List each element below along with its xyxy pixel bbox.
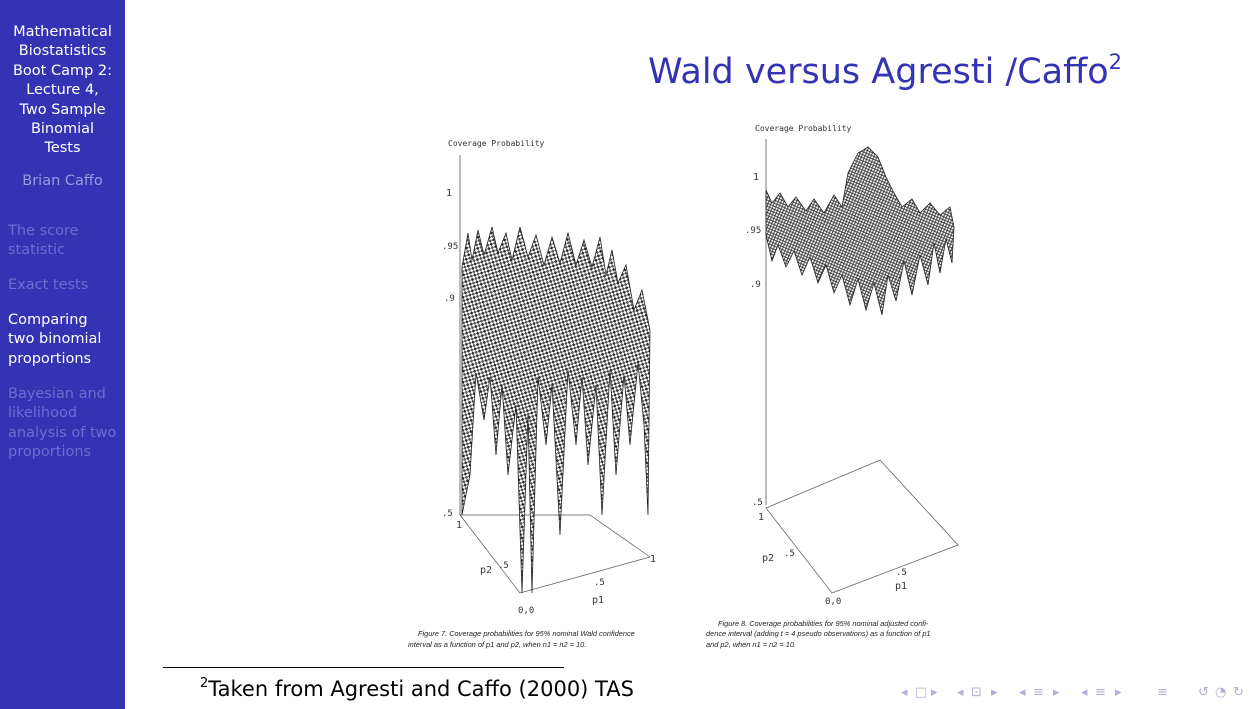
right-tick-09: .9: [750, 280, 761, 290]
nav-next-frame-icon[interactable]: ▸: [991, 685, 998, 700]
right-tick-095: .95: [745, 226, 761, 236]
sidebar-item-label: two binomial: [8, 331, 102, 348]
right-origin-label: 0,0: [825, 597, 841, 607]
beamer-navigation-bar: ◂ □ ▸ ◂ ⊡ ▸ ◂ ≡ ▸ ◂ ≡ ▸ ≡ ↺ ◔ ↻: [895, 684, 1255, 702]
left-origin-label: 0,0: [518, 606, 534, 616]
right-tick-1: 1: [753, 172, 759, 183]
left-tick-095: .95: [442, 242, 458, 252]
left-caption-line: Figure 7. Coverage probabilities for 95%…: [418, 629, 635, 638]
left-tick-p1-half: .5: [594, 578, 605, 588]
nav-forward-icon[interactable]: ↻: [1233, 685, 1244, 700]
footnote-rule: [163, 667, 564, 668]
right-base-plane: [765, 459, 959, 594]
slide-title: Wald versus Agresti /Caffo2: [648, 50, 1122, 92]
left-caption-line: interval as a function of p1 and p2, whe…: [408, 640, 586, 649]
left-tick-p2-half: .5: [498, 561, 509, 571]
left-tick-p2-one: 1: [456, 520, 462, 531]
left-z-axis-label: Coverage Probability: [448, 139, 545, 148]
nav-slide-icon[interactable]: □: [915, 685, 928, 700]
left-panel: Coverage Probability 1 .95 .9 .5 1 p2 .5…: [408, 139, 656, 649]
sidebar-item-label: Comparing: [8, 312, 88, 328]
sidebar-item-score-statistic[interactable]: The score statistic: [8, 222, 123, 261]
right-z-axis-label: Coverage Probability: [755, 124, 852, 133]
lecture-title-line: Biostatistics: [18, 43, 107, 60]
footnote-mark: 2: [200, 676, 209, 691]
right-tick-p1-half: .5: [896, 568, 907, 578]
nav-search-icon[interactable]: ◔: [1215, 685, 1227, 700]
sidebar-item-label: Exact tests: [8, 277, 89, 293]
sidebar-item-label: proportions: [8, 444, 92, 461]
right-agresti-surface: [765, 146, 955, 316]
left-tick-09: .9: [444, 294, 455, 304]
right-tick-p2-half: .5: [784, 549, 795, 559]
sidebar-item-comparing-proportions[interactable]: Comparing two binomial proportions: [8, 311, 123, 369]
right-p2-axis-label: p2: [762, 553, 774, 564]
nav-next-slide-icon[interactable]: ▸: [931, 685, 938, 700]
sidebar-item-exact-tests[interactable]: Exact tests: [8, 276, 123, 295]
left-tick-1: 1: [446, 188, 452, 199]
left-p2-axis-label: p2: [480, 565, 492, 576]
nav-prev-slide-icon[interactable]: ◂: [901, 685, 908, 700]
lecture-title-line: Lecture 4,: [26, 82, 99, 99]
nav-prev-frame-icon[interactable]: ◂: [957, 685, 964, 700]
author-name: Brian Caffo: [22, 173, 103, 189]
nav-next-section-icon[interactable]: ▸: [1115, 685, 1122, 700]
slide-title-text: Wald versus Agresti /Caffo: [648, 52, 1109, 92]
nav-back-icon[interactable]: ↺: [1198, 685, 1209, 700]
footnote-text: Taken from Agresti and Caffo (2000) TAS: [208, 677, 634, 701]
nav-next-subsection-icon[interactable]: ▸: [1053, 685, 1060, 700]
sidebar-item-label: analysis of two: [8, 424, 117, 441]
nav-prev-section-icon[interactable]: ◂: [1081, 685, 1088, 700]
lecture-title-line: Boot Camp 2:: [12, 62, 113, 79]
right-caption-line: and p2, when n1 = n2 = 10.: [706, 640, 796, 649]
left-base-plane: [459, 514, 651, 594]
right-tick-05: .5: [752, 498, 763, 508]
left-tick-p1-one: 1: [650, 554, 656, 565]
right-p1-axis-label: p1: [895, 581, 907, 592]
footnote: 2Taken from Agresti and Caffo (2000) TAS: [200, 676, 634, 701]
right-caption-line: dence interval (adding t = 4 pseudo obse…: [706, 629, 931, 638]
left-wald-surface: [461, 226, 651, 594]
sidebar-item-label: proportions: [8, 350, 92, 367]
lecture-title-line: Binomial: [30, 121, 95, 138]
right-panel: Coverage Probability 1 .95 .9 .5 1 p2 .5…: [706, 124, 959, 649]
nav-section-icon[interactable]: ≡: [1095, 685, 1106, 700]
nav-frame-icon[interactable]: ⊡: [971, 685, 982, 700]
sidebar-item-label: statistic: [8, 242, 66, 259]
sidebar: Mathematical Biostatistics Boot Camp 2: …: [0, 0, 125, 709]
nav-prev-subsection-icon[interactable]: ◂: [1019, 685, 1026, 700]
title-footnote-mark: 2: [1108, 50, 1122, 74]
lecture-title-line: Tests: [44, 140, 81, 157]
right-caption-line: Figure 8. Coverage probabilities for 95%…: [718, 619, 929, 628]
right-tick-p2-one: 1: [758, 512, 764, 523]
sidebar-item-label: likelihood: [8, 405, 78, 422]
lecture-title-line: Two Sample: [19, 101, 106, 118]
coverage-probability-figure: Coverage Probability 1 .95 .9 .5 1 p2 .5…: [408, 124, 959, 649]
left-tick-05: .5: [442, 509, 453, 519]
sidebar-item-label: The score: [8, 223, 79, 239]
left-p1-axis-label: p1: [592, 595, 604, 606]
sidebar-item-bayesian-likelihood[interactable]: Bayesian and likelihood analysis of two …: [8, 385, 123, 463]
nav-subsection-icon[interactable]: ≡: [1033, 685, 1044, 700]
sidebar-item-label: Bayesian and: [8, 386, 106, 402]
lecture-title-line: Mathematical: [13, 24, 112, 40]
lecture-title[interactable]: Mathematical Biostatistics Boot Camp 2: …: [0, 23, 125, 159]
nav-appendix-icon[interactable]: ≡: [1157, 685, 1168, 700]
